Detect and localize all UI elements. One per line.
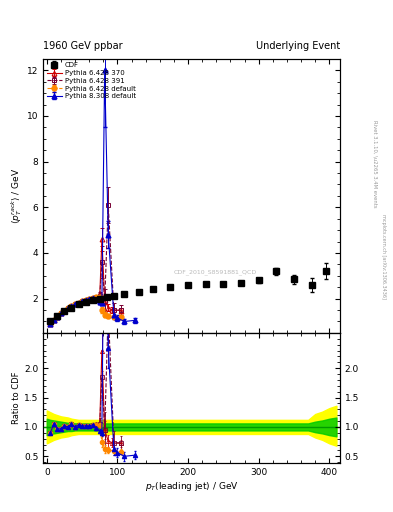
Legend: CDF, Pythia 6.428 370, Pythia 6.428 391, Pythia 6.428 default, Pythia 8.308 defa: CDF, Pythia 6.428 370, Pythia 6.428 391,… — [45, 61, 137, 101]
Text: 1960 GeV ppbar: 1960 GeV ppbar — [43, 41, 123, 51]
X-axis label: $p_T$(leading jet) / GeV: $p_T$(leading jet) / GeV — [145, 480, 239, 493]
Text: CDF_2010_S8591881_QCD: CDF_2010_S8591881_QCD — [174, 270, 257, 275]
Y-axis label: Ratio to CDF: Ratio to CDF — [12, 372, 21, 424]
Text: Rivet 3.1.10, \u2265 3.4M events: Rivet 3.1.10, \u2265 3.4M events — [373, 120, 378, 208]
Y-axis label: $\langle p_T^{rack} \rangle$ / GeV: $\langle p_T^{rack} \rangle$ / GeV — [9, 168, 24, 224]
Text: Underlying Event: Underlying Event — [256, 41, 340, 51]
Text: mcplots.cern.ch [arXiv:1306.3436]: mcplots.cern.ch [arXiv:1306.3436] — [381, 214, 386, 298]
